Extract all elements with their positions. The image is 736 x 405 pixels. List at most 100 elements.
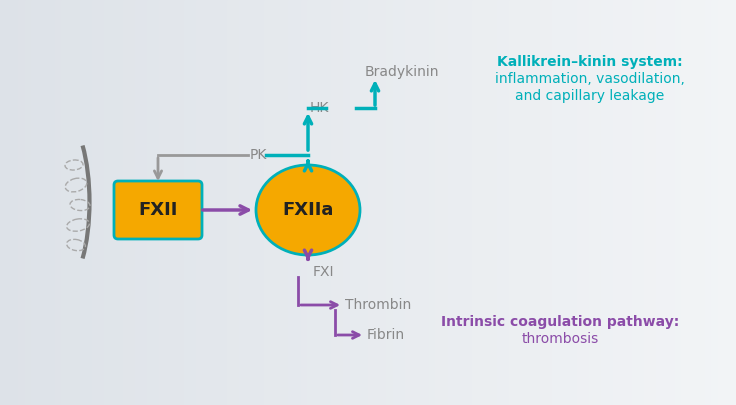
Bar <box>245 0 252 405</box>
Bar <box>478 0 485 405</box>
Bar <box>116 0 123 405</box>
Bar <box>503 0 509 405</box>
Bar <box>601 0 608 405</box>
Bar <box>460 0 467 405</box>
Bar <box>626 0 632 405</box>
Text: Intrinsic coagulation pathway:: Intrinsic coagulation pathway: <box>441 315 679 329</box>
Bar <box>153 0 160 405</box>
Text: HK: HK <box>310 101 330 115</box>
Bar <box>227 0 233 405</box>
Bar <box>178 0 185 405</box>
Bar <box>18 0 25 405</box>
Text: Kallikrein–kinin system:: Kallikrein–kinin system: <box>498 55 683 69</box>
Bar <box>98 0 105 405</box>
Bar <box>105 0 111 405</box>
Bar <box>221 0 227 405</box>
Bar <box>650 0 657 405</box>
Bar <box>344 0 350 405</box>
Bar <box>0 0 7 405</box>
Bar <box>552 0 559 405</box>
Bar <box>6 0 13 405</box>
Bar <box>197 0 203 405</box>
Bar <box>31 0 38 405</box>
Bar <box>270 0 277 405</box>
Bar <box>331 0 338 405</box>
Bar <box>429 0 436 405</box>
Bar <box>436 0 442 405</box>
Bar <box>705 0 712 405</box>
Bar <box>693 0 700 405</box>
Bar <box>160 0 166 405</box>
Bar <box>263 0 270 405</box>
Bar <box>282 0 289 405</box>
Bar <box>515 0 522 405</box>
Bar <box>699 0 706 405</box>
Text: PK: PK <box>250 148 267 162</box>
Bar <box>405 0 411 405</box>
Bar <box>607 0 614 405</box>
Bar <box>534 0 540 405</box>
Bar <box>399 0 406 405</box>
Bar <box>337 0 344 405</box>
Bar <box>595 0 601 405</box>
Bar <box>620 0 626 405</box>
Bar <box>239 0 246 405</box>
Bar <box>589 0 595 405</box>
Bar <box>55 0 62 405</box>
Text: FXIIa: FXIIa <box>283 201 333 219</box>
Bar <box>79 0 86 405</box>
Bar <box>147 0 154 405</box>
Bar <box>61 0 68 405</box>
Bar <box>392 0 399 405</box>
FancyBboxPatch shape <box>114 181 202 239</box>
Bar <box>24 0 31 405</box>
Bar <box>521 0 528 405</box>
Bar <box>662 0 669 405</box>
Bar <box>313 0 319 405</box>
Bar <box>233 0 240 405</box>
Bar <box>644 0 651 405</box>
Bar <box>447 0 454 405</box>
Bar <box>184 0 191 405</box>
Bar <box>723 0 730 405</box>
Bar <box>208 0 215 405</box>
Text: FXII: FXII <box>138 201 177 219</box>
Bar <box>135 0 141 405</box>
Bar <box>123 0 130 405</box>
Bar <box>539 0 546 405</box>
Bar <box>215 0 222 405</box>
Bar <box>13 0 19 405</box>
Bar <box>386 0 393 405</box>
Bar <box>613 0 620 405</box>
Bar <box>171 0 178 405</box>
Bar <box>712 0 718 405</box>
Bar <box>289 0 295 405</box>
Text: and capillary leakage: and capillary leakage <box>515 89 665 103</box>
Bar <box>546 0 553 405</box>
Bar <box>129 0 135 405</box>
Bar <box>381 0 387 405</box>
Text: thrombosis: thrombosis <box>521 332 598 346</box>
Bar <box>141 0 148 405</box>
Bar <box>202 0 209 405</box>
Bar <box>638 0 645 405</box>
Bar <box>668 0 675 405</box>
Bar <box>110 0 117 405</box>
Bar <box>362 0 369 405</box>
Bar <box>49 0 56 405</box>
Bar <box>442 0 448 405</box>
Bar <box>68 0 74 405</box>
Text: Bradykinin: Bradykinin <box>365 65 439 79</box>
Bar <box>276 0 283 405</box>
Bar <box>86 0 93 405</box>
Bar <box>258 0 264 405</box>
Bar <box>657 0 663 405</box>
Bar <box>687 0 693 405</box>
Bar <box>565 0 571 405</box>
Bar <box>307 0 314 405</box>
Bar <box>730 0 736 405</box>
Bar <box>497 0 503 405</box>
Bar <box>166 0 172 405</box>
Bar <box>484 0 491 405</box>
Bar <box>558 0 565 405</box>
